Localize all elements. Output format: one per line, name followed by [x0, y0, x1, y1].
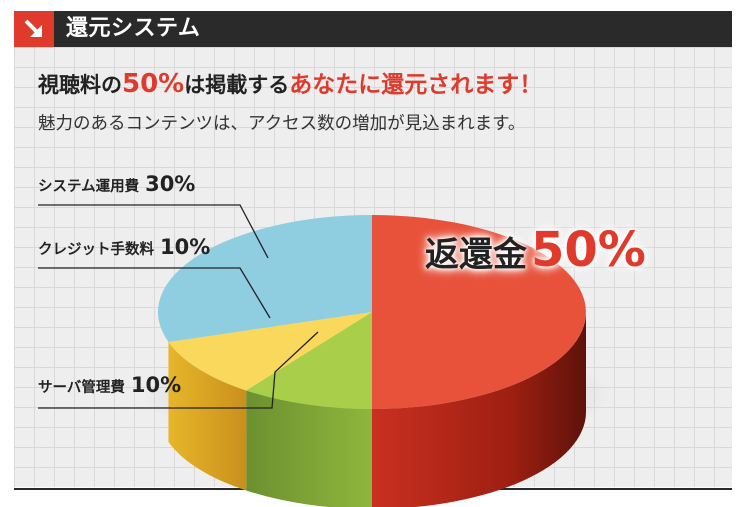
label-refund: 返還金50% — [425, 222, 646, 278]
label-refund-name: 返還金 — [425, 235, 527, 275]
headline-percent: 50% — [122, 69, 185, 99]
arrow-down-right-icon — [24, 19, 42, 37]
leader-line-credit — [38, 267, 271, 319]
leader-line-server — [38, 331, 319, 409]
header-badge — [14, 11, 54, 47]
headline-part2: は掲載する — [184, 73, 290, 97]
headline-part1: 視聴料の — [38, 73, 122, 97]
pie-slice-credit-side — [168, 341, 247, 491]
label-system-fee-value: 30% — [145, 172, 196, 196]
pie-slice-server-side — [246, 390, 372, 507]
label-credit-fee-name: クレジット手数料 — [38, 242, 154, 258]
section-header: 還元システム — [14, 11, 732, 47]
label-system-fee: システム運用費 30% — [38, 172, 195, 196]
label-server-fee-name: サーバ管理費 — [38, 380, 125, 396]
pie-slice-refund — [372, 215, 586, 409]
leader-line-system — [38, 204, 269, 259]
label-system-fee-name: システム運用費 — [38, 179, 140, 195]
label-server-fee: サーバ管理費 10% — [38, 373, 181, 397]
pie-slice-system — [157, 214, 372, 342]
label-refund-value: 50% — [531, 222, 646, 278]
label-credit-fee-value: 10% — [160, 235, 211, 259]
headline: 視聴料の50%は掲載するあなたに還元されます！ — [38, 66, 542, 103]
label-server-fee-value: 10% — [130, 373, 182, 397]
headline-highlight: あなたに還元されます！ — [289, 72, 543, 98]
pie-slice-refund-side — [372, 312, 586, 507]
header-title: 還元システム — [66, 16, 201, 41]
pie-slice-server — [246, 312, 372, 409]
subline: 魅力のあるコンテンツは、アクセス数の増加が見込まれます。 — [38, 114, 526, 134]
label-credit-fee: クレジット手数料 10% — [38, 235, 210, 259]
pie-slice-credit — [168, 312, 372, 391]
